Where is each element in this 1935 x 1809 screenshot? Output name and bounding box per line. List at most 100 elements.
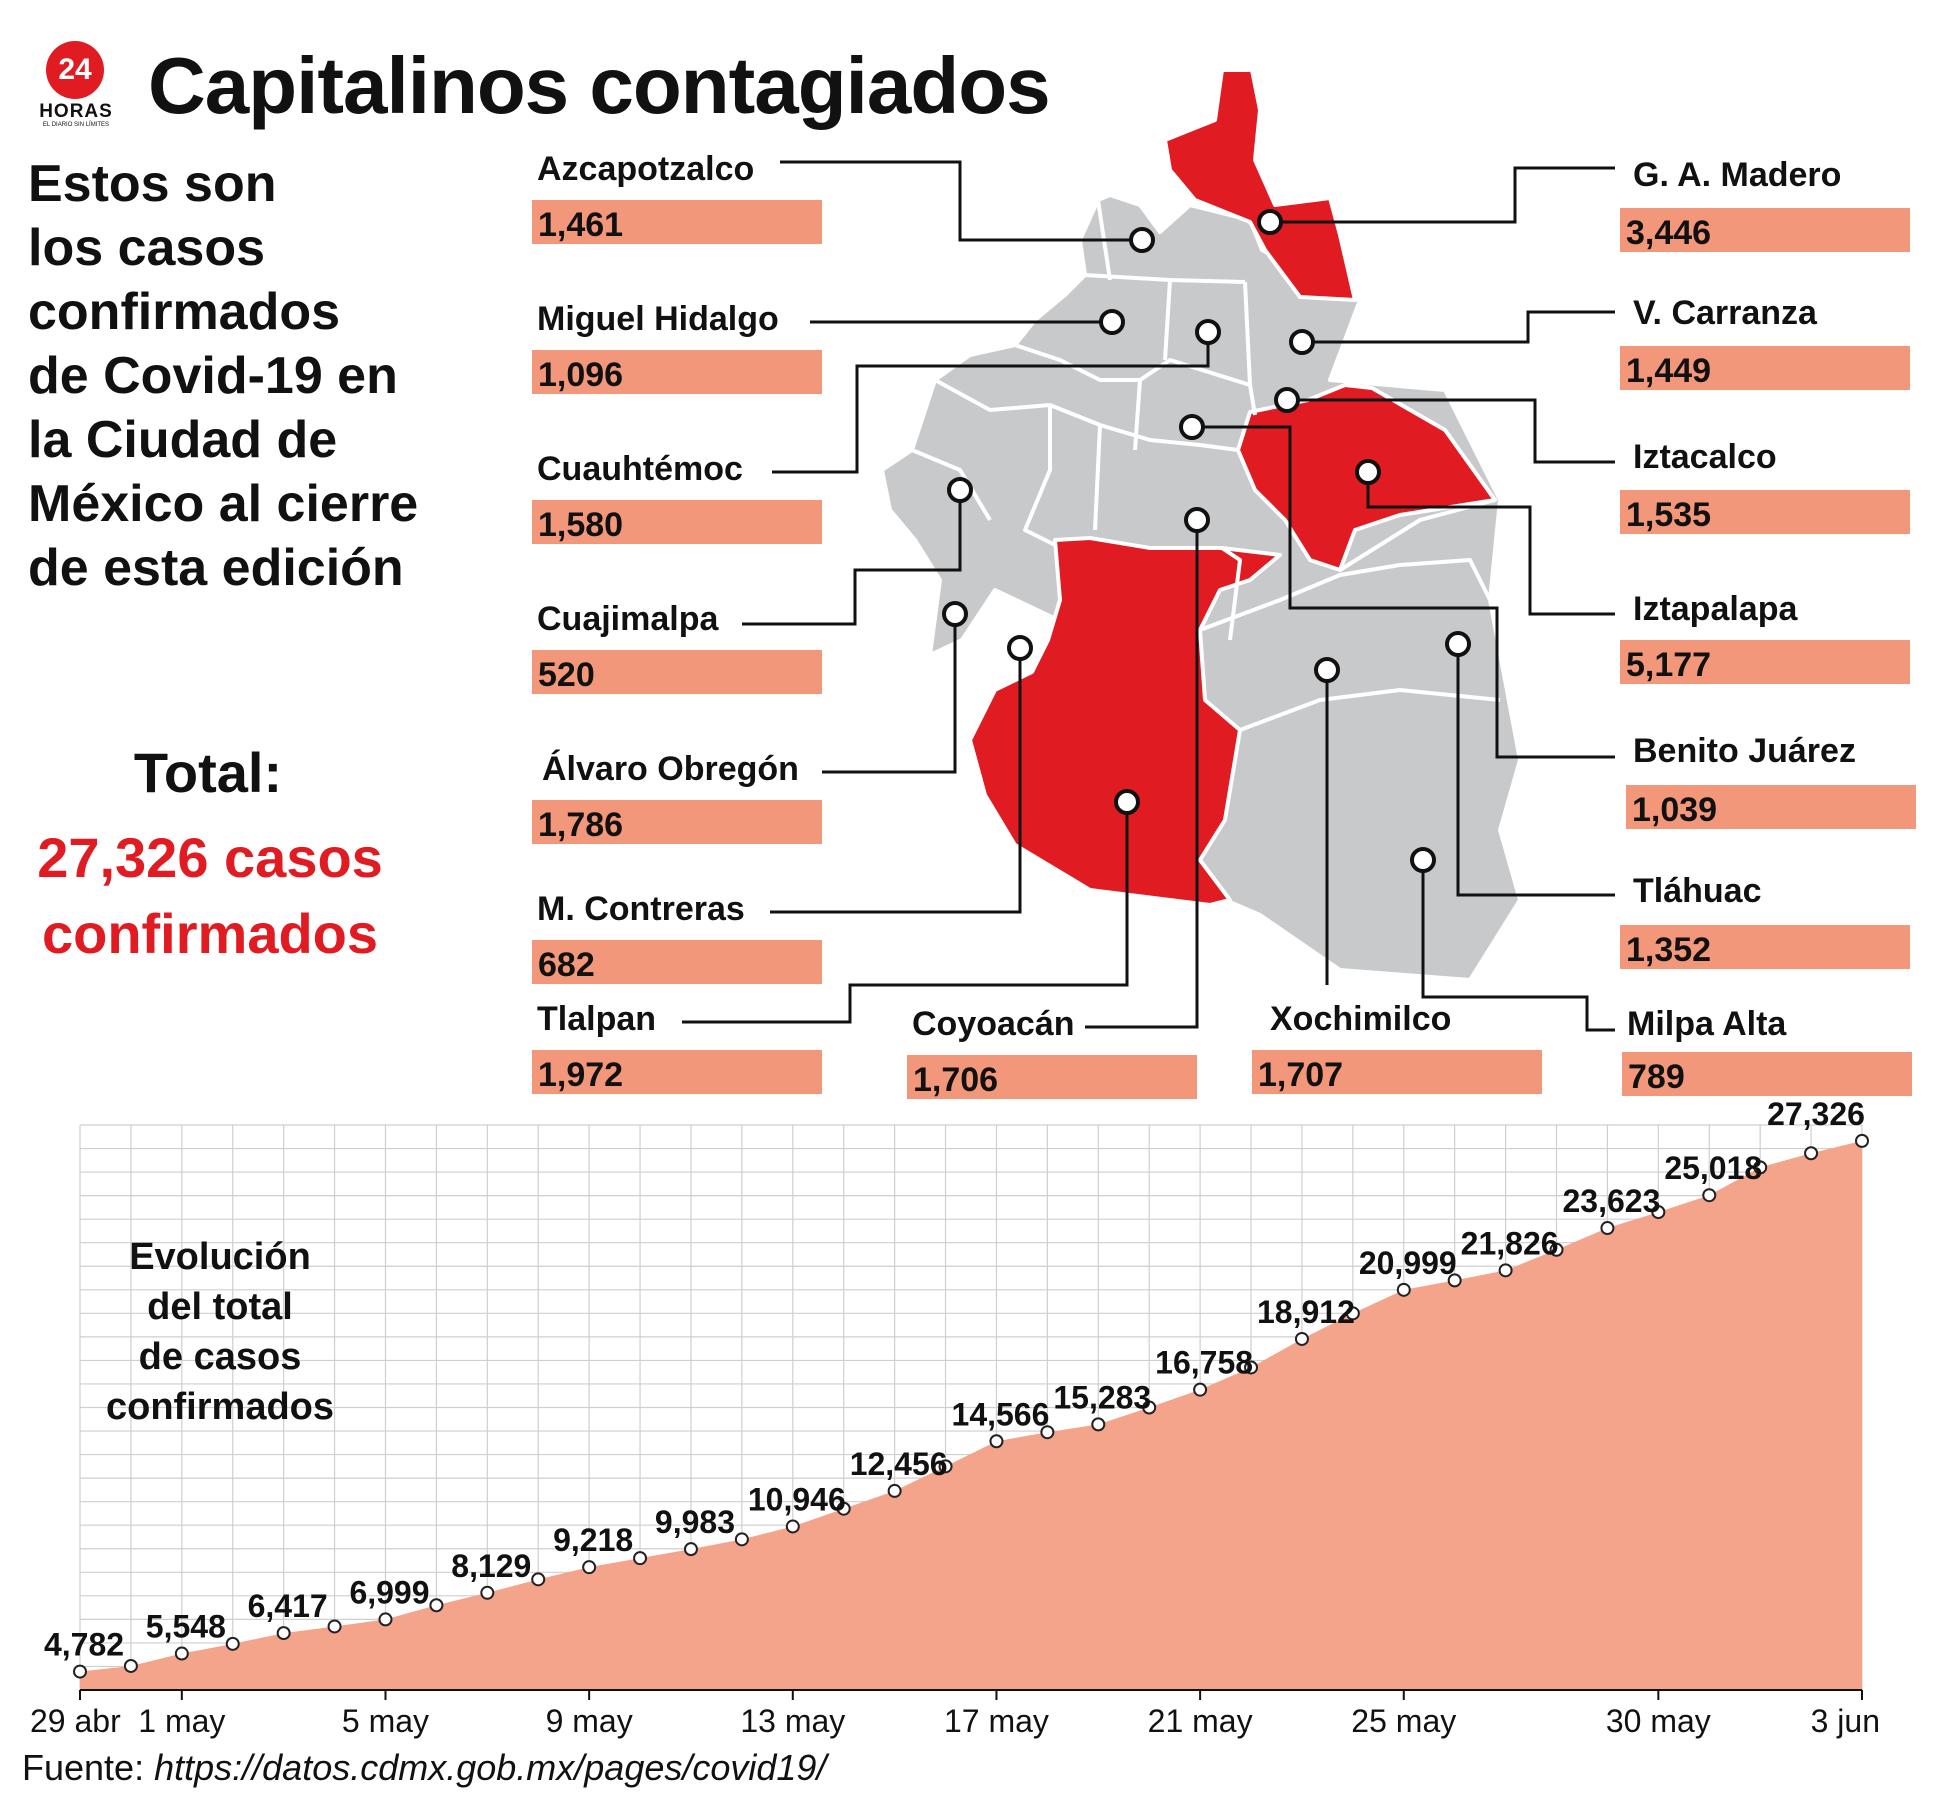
marker-v-carranza xyxy=(1289,329,1315,355)
marker-ga-madero xyxy=(1257,209,1283,235)
marker-tlalpan xyxy=(1114,789,1140,815)
data-point xyxy=(378,1612,393,1627)
borough-bar-coyoacan: 1,706 xyxy=(907,1055,1197,1099)
map-region-ga-madero xyxy=(1163,68,1357,302)
x-tick-label: 25 may xyxy=(1351,1703,1456,1739)
borough-cases-alvaro-obregon: 1,786 xyxy=(538,806,624,844)
leader-ga-madero xyxy=(1270,166,1615,224)
marker-iztapalapa xyxy=(1355,459,1381,485)
borough-bar-iztapalapa: 5,177 xyxy=(1620,640,1910,684)
chart-area-layer xyxy=(80,1140,1862,1691)
borough-cases-cuajimalpa: 520 xyxy=(538,656,595,694)
data-point xyxy=(1753,1160,1768,1175)
borough-name-iztacalco: Iztacalco xyxy=(1633,438,1777,476)
data-point xyxy=(1091,1417,1106,1432)
x-tick-label: 30 may xyxy=(1606,1703,1711,1739)
data-label: 6,417 xyxy=(248,1588,328,1624)
chart-note-line: Evolución xyxy=(129,1236,311,1278)
data-point xyxy=(480,1585,495,1600)
borough-bar-alvaro-obregon: 1,786 xyxy=(532,800,822,844)
logo-number: 24 xyxy=(46,41,104,99)
map-leaders xyxy=(682,160,1615,1032)
borough-cases-tlalpan: 1,972 xyxy=(538,1056,624,1094)
borough-bar-xochimilco: 1,707 xyxy=(1252,1050,1542,1094)
borough-cases-coyoacan: 1,706 xyxy=(913,1061,999,1099)
data-label: 21,826 xyxy=(1461,1225,1559,1261)
chart-value-labels: 4,782 5,548 6,417 6,999 8,129 9,218 9,983 10,94… xyxy=(44,1096,1865,1663)
leader-m-contreras xyxy=(770,648,1022,914)
borough-cases-ga-madero: 3,446 xyxy=(1626,214,1712,252)
borough-cases-tlahuac: 1,352 xyxy=(1626,931,1712,969)
borough-bar-m-contreras: 682 xyxy=(532,940,822,984)
data-label: 20,999 xyxy=(1359,1245,1457,1281)
leader-coyoacan xyxy=(1085,520,1199,1029)
borough-bar-cuauhtemoc: 1,580 xyxy=(532,500,822,544)
leader-alvaro-obregon xyxy=(822,614,957,774)
data-point xyxy=(836,1501,851,1516)
data-label: 16,758 xyxy=(1155,1345,1253,1381)
borough-name-tlalpan: Tlalpan xyxy=(537,1000,657,1038)
data-point xyxy=(225,1636,240,1651)
data-label: 14,566 xyxy=(952,1396,1050,1432)
data-point xyxy=(1244,1360,1259,1375)
borough-bar-miguel-hidalgo: 1,096 xyxy=(532,350,822,394)
data-point xyxy=(531,1572,546,1587)
data-point xyxy=(1855,1133,1869,1148)
borough-bar-ga-madero: 3,446 xyxy=(1620,208,1910,252)
data-point xyxy=(582,1560,597,1575)
data-point xyxy=(785,1519,800,1534)
marker-benito-juarez xyxy=(1179,414,1205,440)
chart-x-ticks: 29 abr 1 may 5 may 9 may 13 may 17 may 21 may 2… xyxy=(30,1690,1880,1739)
chart-note-line: de casos xyxy=(138,1336,302,1378)
leader-iztapalapa xyxy=(1366,472,1615,616)
borough-bar-cuajimalpa: 520 xyxy=(532,650,822,694)
source-url: https://datos.cdmx.gob.mx/pages/covid19/ xyxy=(154,1747,827,1788)
x-tick-label: 29 abr xyxy=(30,1703,121,1739)
marker-milpa-alta xyxy=(1410,847,1436,873)
borough-name-milpa-alta: Milpa Alta xyxy=(1627,1005,1787,1043)
leader-cuajimalpa xyxy=(742,490,962,626)
marker-cuauhtemoc xyxy=(1195,319,1221,345)
source-line: Fuente: https://datos.cdmx.gob.mx/pages/… xyxy=(22,1747,826,1789)
x-tick-label: 21 may xyxy=(1148,1703,1253,1739)
data-point xyxy=(429,1598,444,1613)
marker-m-contreras xyxy=(1007,635,1033,661)
x-tick-label: 1 may xyxy=(138,1703,225,1739)
leader-iztacalco xyxy=(1287,398,1615,464)
data-point xyxy=(734,1532,749,1547)
data-point xyxy=(1651,1205,1666,1220)
data-label: 18,912 xyxy=(1257,1294,1355,1330)
marker-xochimilco xyxy=(1314,657,1340,683)
data-point xyxy=(683,1542,698,1557)
x-tick-label: 5 may xyxy=(342,1703,429,1739)
leader-tlalpan xyxy=(682,802,1129,1024)
borough-name-alvaro-obregon: Álvaro Obregón xyxy=(542,750,799,788)
borough-name-xochimilco: Xochimilco xyxy=(1270,1000,1452,1038)
data-label: 6,999 xyxy=(349,1574,429,1610)
data-label: 9,218 xyxy=(553,1522,633,1558)
borough-cases-azcapotzalco: 1,461 xyxy=(538,206,624,244)
marker-iztacalco xyxy=(1274,387,1300,413)
borough-name-tlahuac: Tláhuac xyxy=(1633,872,1762,910)
data-point xyxy=(1447,1273,1462,1288)
data-point xyxy=(123,1658,138,1673)
data-point xyxy=(938,1459,953,1474)
borough-bar-milpa-alta: 789 xyxy=(1622,1052,1912,1096)
borough-cases-iztapalapa: 5,177 xyxy=(1626,646,1712,684)
map-markers xyxy=(942,209,1471,873)
leader-cuauhtemoc xyxy=(772,332,1210,474)
chart-note-line: confirmados xyxy=(105,1386,335,1428)
borough-name-ga-madero: G. A. Madero xyxy=(1633,156,1842,194)
borough-cases-cuauhtemoc: 1,580 xyxy=(538,506,624,544)
leader-benito-juarez xyxy=(1192,425,1615,759)
data-point xyxy=(1549,1242,1564,1257)
intro-text: Estos son los casos confirmados de Covid… xyxy=(28,152,468,600)
data-point xyxy=(887,1483,902,1498)
leader-azcapotzalco xyxy=(780,160,1142,242)
leader-tlahuac xyxy=(1456,644,1615,897)
total-value-line: confirmados xyxy=(41,902,379,965)
newspaper-logo: 24 HORAS EL DIARIO SIN LÍMITES xyxy=(22,25,127,128)
data-label: 15,283 xyxy=(1053,1379,1151,1415)
data-point xyxy=(1702,1188,1717,1203)
map-regions xyxy=(880,68,1522,982)
